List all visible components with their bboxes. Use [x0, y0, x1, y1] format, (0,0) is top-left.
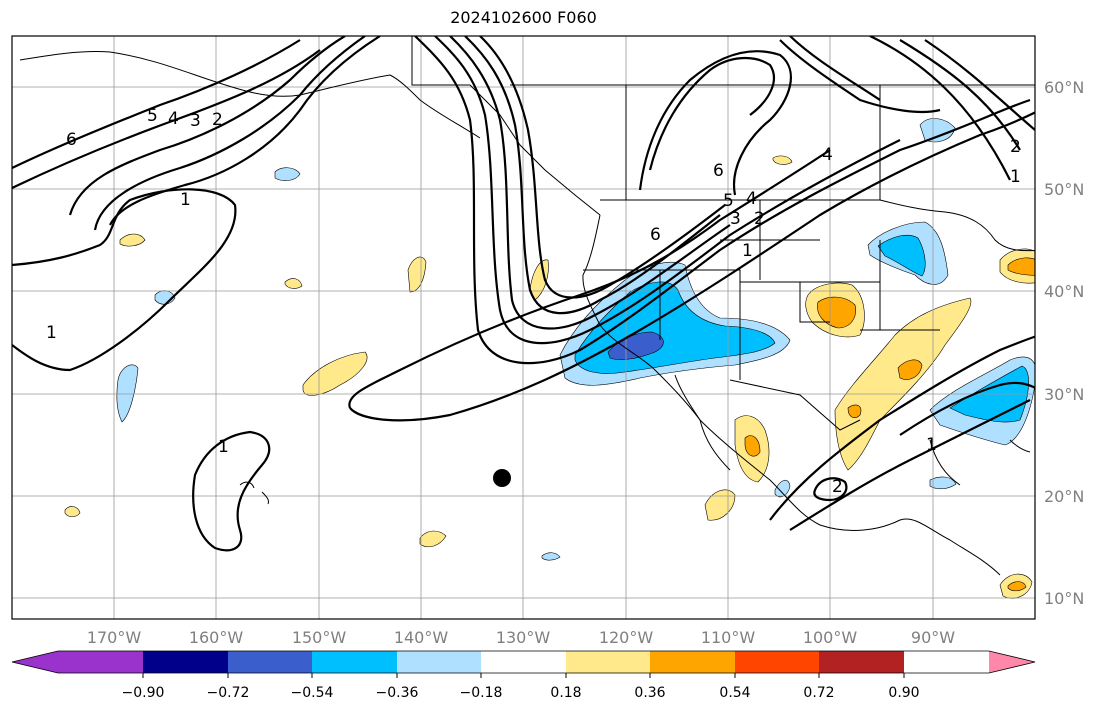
contour-labels: 6 5 4 3 2 1 1 1 6 6 5 4 3 2 1 4 2 1 2 1 … [46, 106, 1021, 497]
colorbar-segment [58, 651, 143, 673]
colorbar-segment [819, 651, 904, 673]
location-marker [493, 469, 511, 487]
lon-label: 130°W [496, 628, 551, 647]
contour-label: 4 [822, 145, 833, 165]
contour-label: 2 [754, 209, 765, 229]
anomaly-shading [64, 118, 1035, 599]
colorbar-tick-labels: −0.90 −0.72 −0.54 −0.36 −0.18 0.18 0.36 … [122, 685, 920, 701]
lon-label: 170°W [87, 628, 142, 647]
map-border [11, 35, 1036, 620]
contour-label: 1 [218, 437, 229, 457]
contour-label: 6 [650, 225, 661, 245]
longitude-labels: 170°W 160°W 150°W 140°W 130°W 120°W 110°… [87, 628, 955, 647]
lat-label: 40°N [1044, 282, 1084, 301]
colorbar-segment [143, 651, 228, 673]
colorbar-tick-label: −0.18 [460, 685, 503, 701]
colorbar-tick-label: 0.18 [550, 685, 581, 701]
colorbar-tick-label: −0.90 [122, 685, 165, 701]
lat-label: 20°N [1044, 487, 1084, 506]
lon-label: 100°W [803, 628, 858, 647]
contour-label: 6 [713, 161, 724, 181]
lon-label: 120°W [599, 628, 654, 647]
colorbar-segment [650, 651, 735, 673]
contour-label: 1 [1010, 167, 1021, 187]
lat-label: 60°N [1044, 78, 1084, 97]
colorbar-extend-min [12, 651, 58, 673]
contours [12, 36, 1035, 552]
colorbar-segment [397, 651, 481, 673]
colorbar-extend-max [989, 651, 1035, 673]
contour-label: 1 [46, 323, 57, 343]
contour-label: 4 [746, 189, 757, 209]
lon-label: 140°W [394, 628, 449, 647]
colorbar-tick-label: −0.36 [376, 685, 419, 701]
colorbar-segment [481, 651, 566, 673]
colorbar-tick-label: 0.72 [803, 685, 834, 701]
lon-label: 110°W [701, 628, 756, 647]
contour-label: 2 [1010, 137, 1021, 157]
colorbar [11, 650, 1036, 678]
map-background [12, 36, 1035, 619]
contour-label: 3 [730, 209, 741, 229]
contour-label: 5 [723, 191, 734, 211]
colorbar-outline [11, 650, 1036, 674]
lon-label: 160°W [189, 628, 244, 647]
contour-label: 2 [212, 110, 223, 130]
lon-label: 90°W [911, 628, 955, 647]
contour-label: 5 [147, 106, 158, 126]
colorbar-segment [735, 651, 819, 673]
lat-label: 10°N [1044, 589, 1084, 608]
colorbar-tick-label: 0.54 [719, 685, 750, 701]
map-title: 2024102600 F060 [450, 8, 597, 27]
lat-label: 50°N [1044, 180, 1084, 199]
colorbar-tick-label: −0.72 [207, 685, 250, 701]
contour-label: 3 [190, 111, 201, 131]
contour-label: 1 [742, 241, 753, 261]
colorbar-tick-label: 0.36 [634, 685, 665, 701]
contour-label: 1 [926, 435, 937, 455]
colorbar-segment [312, 651, 397, 673]
contour-label: 6 [66, 130, 77, 150]
lon-label: 150°W [292, 628, 347, 647]
contour-label: 1 [180, 190, 191, 210]
contour-label: 2 [832, 477, 843, 497]
lat-label: 30°N [1044, 385, 1084, 404]
latitude-labels: 60°N 50°N 40°N 30°N 20°N 10°N [1044, 78, 1084, 608]
colorbar-segment [566, 651, 650, 673]
colorbar-tick-label: −0.54 [291, 685, 334, 701]
colorbar-segment [228, 651, 312, 673]
contour-label: 4 [168, 109, 179, 129]
colorbar-tick-label: 0.90 [888, 685, 919, 701]
